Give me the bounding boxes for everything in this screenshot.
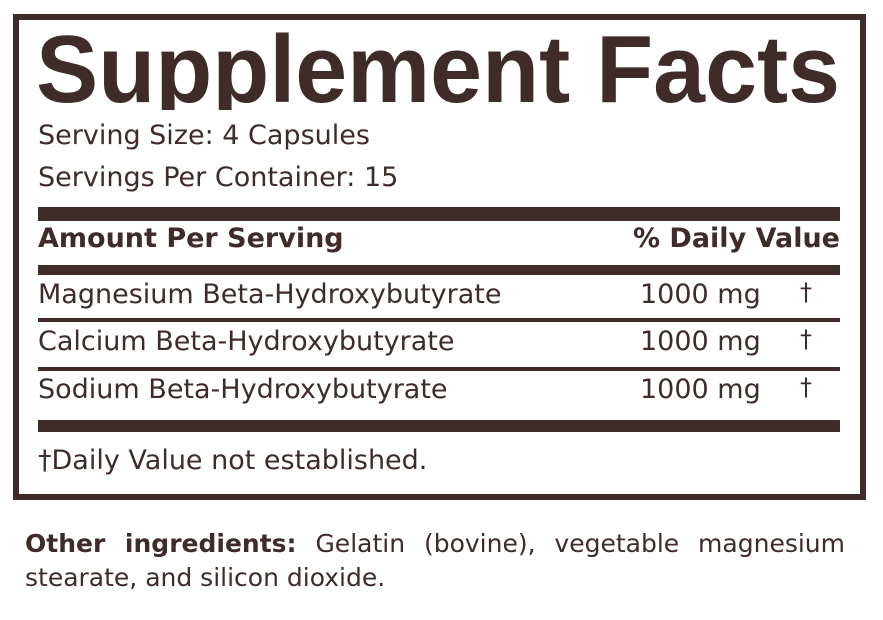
supplement-facts-panel	[13, 14, 866, 500]
nutrient-name: Magnesium Beta-Hydroxybutyrate	[38, 279, 502, 310]
thick-divider	[38, 420, 840, 432]
panel-title-svg: Supplement Facts	[36, 28, 840, 110]
nutrient-daily-value: †	[800, 278, 812, 306]
header-amount-per-serving: Amount Per Serving	[38, 223, 344, 254]
serving-size: Serving Size: 4 Capsules	[38, 120, 370, 151]
thick-divider	[38, 207, 840, 221]
nutrient-amount: 1000 mg	[640, 279, 761, 310]
header-daily-value: % Daily Value	[632, 223, 840, 254]
other-ingredients-label: Other ingredients:	[25, 529, 297, 558]
nutrient-amount: 1000 mg	[640, 326, 761, 357]
nutrient-name: Calcium Beta-Hydroxybutyrate	[38, 326, 455, 357]
nutrient-daily-value: †	[800, 373, 812, 401]
footnote: †Daily Value not established.	[38, 445, 428, 476]
nutrient-daily-value: †	[800, 325, 812, 353]
other-ingredients-text: Gelatin (bovine), vegetable magnesium st…	[25, 529, 845, 592]
medium-divider	[38, 265, 840, 275]
other-ingredients: Other ingredients: Gelatin (bovine), veg…	[25, 527, 845, 595]
nutrient-amount: 1000 mg	[640, 374, 761, 405]
thin-divider	[38, 318, 840, 322]
thin-divider	[38, 367, 840, 371]
panel-title: Supplement Facts	[36, 28, 840, 110]
nutrient-name: Sodium Beta-Hydroxybutyrate	[38, 374, 448, 405]
servings-per-container: Servings Per Container: 15	[38, 162, 399, 193]
